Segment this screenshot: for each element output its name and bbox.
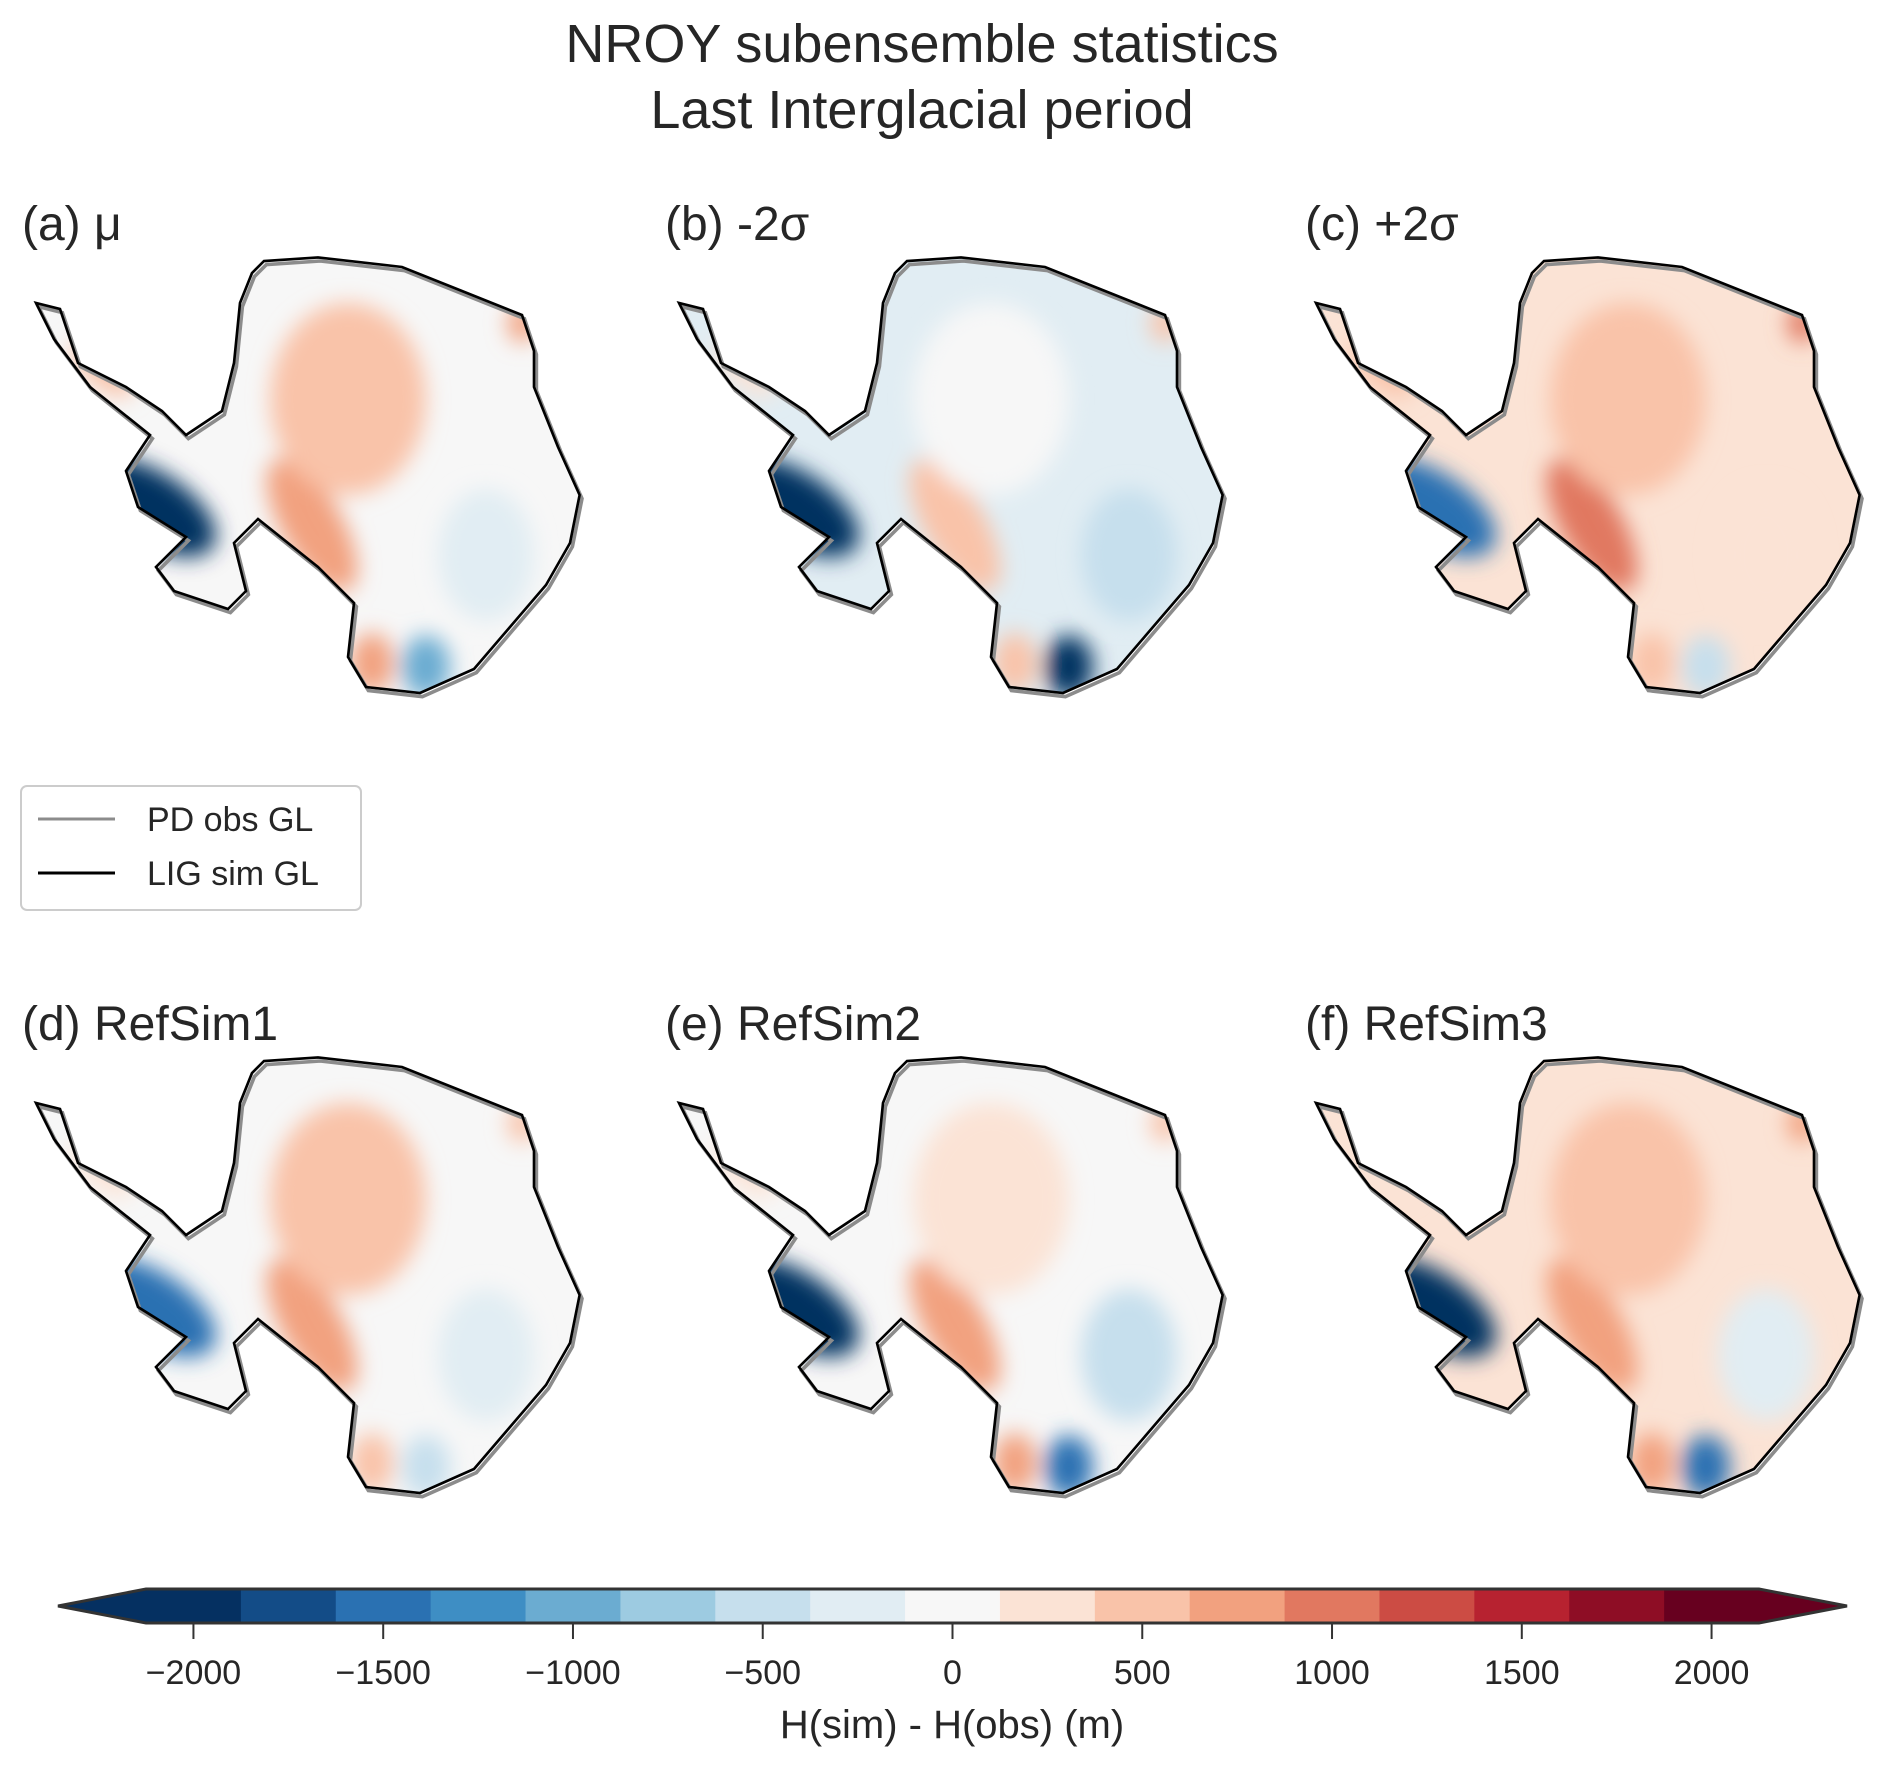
panel-label: (a) μ	[22, 198, 122, 251]
colorbar-bin	[1379, 1589, 1475, 1623]
field-region-east_coast	[1081, 489, 1177, 621]
colorbar-outline	[57, 1587, 1848, 1625]
colorbar-tick-label: −1000	[525, 1654, 621, 1692]
colorbar: −2000 −1500 −1000 −500 0 500 1000 1500 2000	[57, 1587, 1848, 1692]
colorbar-bin	[620, 1589, 716, 1623]
field-region-south_right	[402, 1435, 451, 1494]
colorbar-tick-label: 2000	[1674, 1654, 1750, 1692]
field-region-south_left	[350, 1433, 394, 1493]
figure-title-line2: Last Interglacial period	[650, 80, 1193, 140]
map-panel	[1314, 256, 1864, 699]
field-region-south_left	[993, 1433, 1037, 1493]
colorbar-bin	[1189, 1589, 1286, 1623]
field-region-south_right	[402, 635, 451, 694]
field-region-ross_ridge	[1546, 458, 1638, 592]
field-region-east_coast	[438, 1289, 534, 1421]
colorbar-bin	[525, 1589, 621, 1623]
colorbar-bin	[240, 1589, 337, 1623]
field-region-ross_ridge	[909, 458, 1001, 592]
field-region-ross_ridge	[1546, 1258, 1638, 1392]
field-region-east_coast	[1081, 1289, 1177, 1421]
colorbar-bin	[335, 1589, 432, 1623]
map-panel	[677, 1056, 1227, 1499]
panel-label: (f) RefSim3	[1305, 998, 1548, 1051]
colorbar-bin	[146, 1589, 242, 1623]
figure-title-line1: NROY subensemble statistics	[565, 14, 1278, 74]
field-region-south_right	[1682, 1435, 1731, 1494]
field-region-east_coast	[1718, 1289, 1814, 1421]
colorbar-bin	[715, 1589, 811, 1623]
colorbar-bin	[430, 1589, 527, 1623]
panel-label: (b) -2σ	[665, 198, 809, 251]
colorbar-tick-label: −2000	[146, 1654, 242, 1692]
colorbar-label: H(sim) - H(obs) (m)	[780, 1703, 1124, 1747]
map-panel	[34, 1056, 584, 1499]
colorbar-tick-label: 0	[943, 1654, 962, 1692]
colorbar-tick-label: −1500	[335, 1654, 431, 1692]
field-region-east_interior	[1550, 1103, 1706, 1295]
field-region-east_interior	[913, 303, 1069, 495]
field-region-ross_ridge	[909, 1258, 1001, 1392]
legend-label-pd-obs: PD obs GL	[147, 801, 313, 839]
colorbar-tick-label: 500	[1114, 1654, 1171, 1692]
colorbar-bin	[905, 1589, 1001, 1623]
colorbar-tick-label: −500	[724, 1654, 801, 1692]
colorbar-bin	[810, 1589, 906, 1623]
field-region-east_interior	[270, 1103, 427, 1295]
legend-label-lig-sim: LIG sim GL	[147, 855, 319, 893]
field-region-south_left	[993, 633, 1037, 693]
field-region-ross_ridge	[266, 458, 358, 592]
field-region-east_interior	[270, 303, 427, 495]
field-region-south_right	[1045, 635, 1094, 694]
colorbar-extend-low	[58, 1589, 146, 1623]
colorbar-bin	[1474, 1589, 1570, 1623]
field-region-south_left	[350, 633, 394, 693]
panel-label: (c) +2σ	[1305, 198, 1459, 251]
field-region-south_right	[1682, 635, 1731, 694]
field-region-east_interior	[1550, 303, 1706, 495]
field-region-south_right	[1045, 1435, 1094, 1494]
legend: PD obs GL LIG sim GL	[20, 785, 362, 911]
colorbar-bin	[1569, 1589, 1665, 1623]
colorbar-extend-high	[1759, 1589, 1847, 1623]
field-region-east_coast	[1718, 489, 1814, 621]
colorbar-bin	[999, 1589, 1096, 1623]
field-region-ross_ridge	[266, 1258, 358, 1392]
map-panel	[1314, 1056, 1864, 1499]
colorbar-bin	[1284, 1589, 1380, 1623]
field-region-south_left	[1630, 633, 1674, 693]
field-region-east_coast	[438, 489, 534, 621]
field-region-south_left	[1630, 1433, 1674, 1493]
colorbar-tick-label: 1000	[1294, 1654, 1370, 1692]
colorbar-tick-label: 1500	[1484, 1654, 1560, 1692]
colorbar-bin	[1094, 1589, 1191, 1623]
panel-label: (e) RefSim2	[665, 998, 921, 1051]
legend-box	[20, 785, 362, 911]
map-panel	[34, 256, 584, 699]
panel-label: (d) RefSim1	[22, 998, 278, 1051]
map-panel	[677, 256, 1227, 699]
field-region-east_interior	[913, 1103, 1069, 1295]
colorbar-bin	[1664, 1589, 1760, 1623]
